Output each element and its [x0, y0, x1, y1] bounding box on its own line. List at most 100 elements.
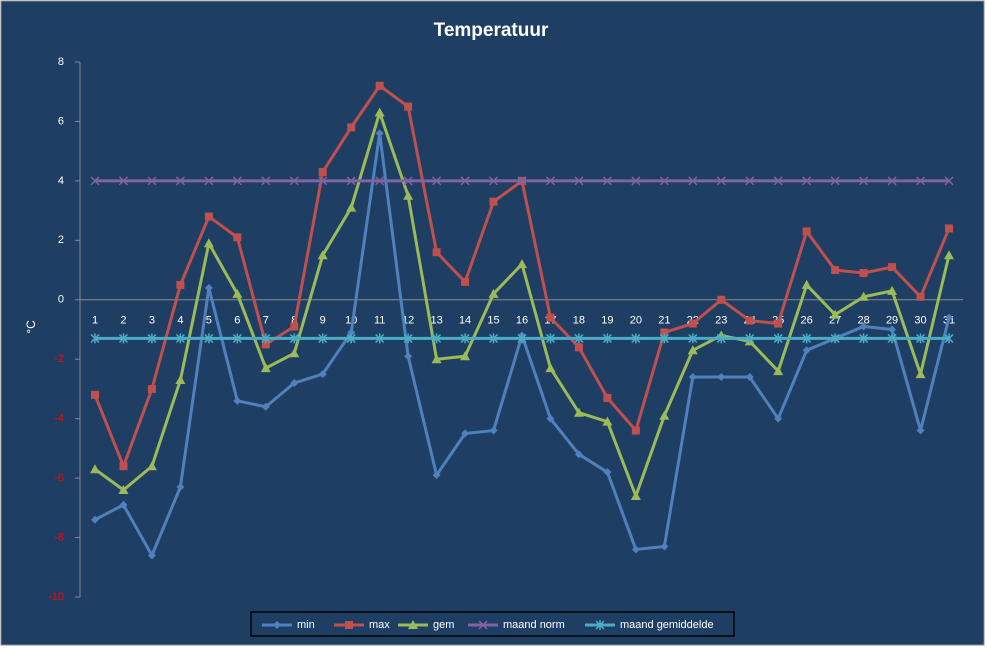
marker	[175, 176, 185, 186]
marker	[375, 129, 384, 138]
marker	[176, 280, 185, 289]
marker	[545, 176, 555, 186]
marker	[602, 416, 613, 426]
marker	[489, 197, 498, 206]
marker	[204, 283, 213, 292]
marker	[945, 313, 953, 322]
x-tick-label: 30	[914, 315, 926, 327]
marker	[232, 176, 242, 186]
marker	[175, 333, 185, 344]
marker	[347, 123, 356, 132]
marker	[716, 176, 726, 186]
marker	[204, 176, 214, 186]
chart-title: Temperatuur	[434, 20, 549, 41]
marker	[745, 333, 755, 344]
marker	[603, 468, 612, 477]
marker	[261, 176, 271, 186]
marker	[688, 333, 698, 344]
marker	[916, 292, 925, 301]
legend-label: min	[297, 619, 315, 631]
marker	[831, 266, 840, 275]
x-tick-label: 9	[320, 315, 326, 327]
marker	[203, 238, 214, 248]
marker	[175, 375, 186, 385]
legend-label: gem	[433, 619, 454, 631]
marker	[204, 333, 214, 344]
marker	[944, 176, 954, 186]
marker	[119, 500, 128, 509]
marker	[261, 340, 270, 349]
marker	[147, 384, 156, 393]
x-tick-label: 11	[374, 315, 385, 327]
marker	[916, 176, 926, 186]
marker	[573, 407, 584, 417]
marker	[859, 269, 868, 278]
marker	[745, 176, 755, 186]
marker	[546, 313, 555, 322]
marker	[461, 429, 470, 438]
y-tick-label: -4	[54, 413, 64, 425]
marker	[574, 176, 584, 186]
marker	[232, 288, 243, 298]
y-tick-label: -10	[48, 591, 64, 603]
marker	[802, 176, 812, 186]
marker	[717, 373, 726, 382]
marker	[858, 291, 869, 301]
marker	[346, 202, 357, 212]
marker	[688, 373, 697, 382]
marker	[859, 333, 869, 344]
marker	[773, 366, 784, 376]
marker	[887, 333, 897, 344]
marker	[546, 414, 555, 423]
x-tick-label: 1	[92, 315, 98, 327]
marker	[289, 333, 299, 344]
marker	[431, 354, 442, 364]
marker	[147, 551, 156, 560]
x-tick-label: 18	[573, 315, 585, 327]
marker	[318, 176, 328, 186]
x-tick-label: 15	[487, 315, 499, 327]
y-tick-label: 2	[58, 234, 64, 246]
marker	[915, 369, 926, 379]
marker	[830, 333, 840, 344]
x-tick-label: 4	[177, 315, 183, 327]
marker	[147, 176, 157, 186]
x-tick-label: 21	[658, 315, 670, 327]
marker	[859, 322, 868, 331]
marker	[375, 333, 385, 344]
marker	[403, 190, 414, 200]
marker	[574, 343, 583, 352]
marker	[802, 333, 812, 344]
x-tick-label: 16	[516, 315, 528, 327]
marker	[345, 621, 353, 629]
marker	[408, 620, 418, 629]
marker	[916, 333, 926, 344]
marker	[432, 333, 442, 344]
marker	[660, 328, 669, 337]
marker	[830, 309, 841, 319]
marker	[602, 176, 612, 186]
marker	[774, 319, 783, 328]
marker	[773, 176, 783, 186]
y-tick-label: 8	[58, 56, 64, 68]
marker	[887, 176, 897, 186]
x-tick-label: 5	[206, 315, 212, 327]
marker	[260, 363, 271, 373]
marker	[404, 102, 413, 111]
marker	[688, 176, 698, 186]
marker	[802, 346, 811, 355]
x-tick-label: 13	[430, 315, 442, 327]
y-tick-label: 6	[58, 115, 64, 127]
marker	[545, 363, 556, 373]
marker	[830, 176, 840, 186]
marker	[289, 176, 299, 186]
marker	[488, 288, 499, 298]
x-tick-label: 14	[459, 315, 471, 327]
marker	[460, 351, 471, 361]
x-tick-label: 3	[149, 315, 155, 327]
marker	[545, 333, 555, 344]
marker	[717, 295, 726, 304]
marker	[317, 250, 328, 260]
